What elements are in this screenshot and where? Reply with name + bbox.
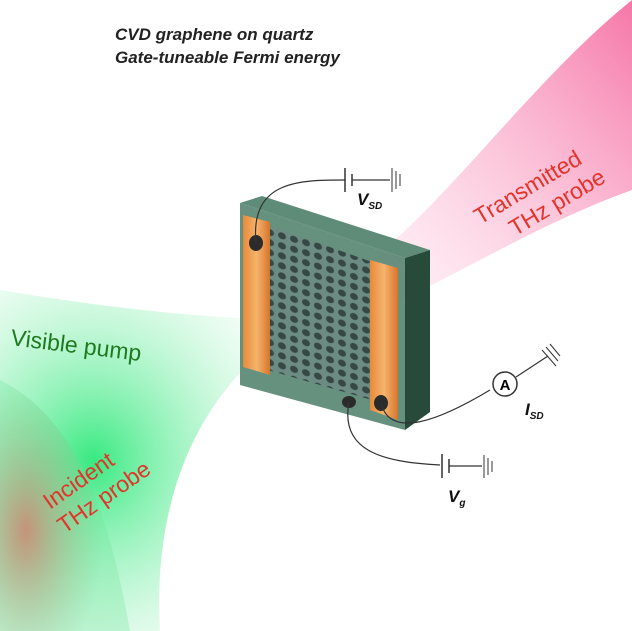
isd-label: ISD	[525, 400, 544, 422]
diagram: A CVD graphene on quartz Gate-tuneable F…	[0, 0, 632, 631]
title-line: CVD graphene on quartz	[115, 25, 314, 44]
vsd-label: VSD	[357, 190, 382, 212]
ammeter-label: A	[500, 377, 511, 394]
device-side	[405, 250, 430, 430]
subscript: SD	[368, 201, 382, 212]
title-line: Gate-tuneable Fermi energy	[115, 48, 341, 67]
vg-label: Vg	[448, 487, 465, 509]
subscript: g	[458, 498, 465, 509]
subscript: SD	[530, 411, 544, 422]
device	[240, 196, 430, 430]
